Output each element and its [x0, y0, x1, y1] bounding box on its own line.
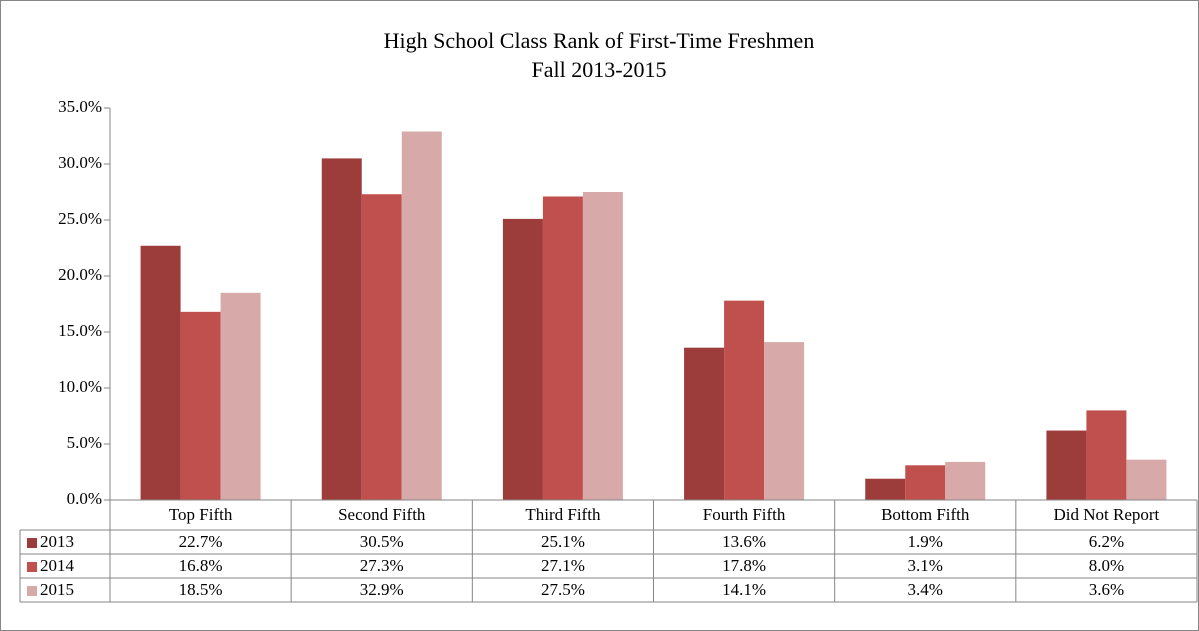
table-cell: 3.4%: [908, 580, 943, 599]
chart-subtitle: Fall 2013-2015: [531, 57, 666, 82]
bar: [140, 245, 181, 500]
bar: [865, 478, 906, 500]
table-cell: 30.5%: [360, 532, 404, 551]
legend-swatch: [27, 538, 37, 548]
x-tick-label: Bottom Fifth: [881, 505, 970, 524]
table-cell: 8.0%: [1089, 556, 1124, 575]
bar: [1126, 459, 1167, 500]
y-tick-label: 10.0%: [58, 377, 102, 396]
legend-label: 2013: [40, 532, 74, 551]
bar: [401, 131, 442, 500]
bar: [684, 347, 725, 500]
table-cell: 3.1%: [908, 556, 943, 575]
x-tick-label: Top Fifth: [169, 505, 233, 524]
x-tick-label: Did Not Report: [1054, 505, 1160, 524]
legend-swatch: [27, 586, 37, 596]
table-cell: 27.1%: [541, 556, 585, 575]
y-tick-label: 0.0%: [67, 489, 102, 508]
bar: [945, 461, 986, 500]
table-cell: 27.3%: [360, 556, 404, 575]
x-tick-label: Third Fifth: [525, 505, 601, 524]
legend-label: 2015: [40, 580, 74, 599]
bar: [321, 158, 362, 500]
y-tick-label: 20.0%: [58, 265, 102, 284]
table-cell: 22.7%: [179, 532, 223, 551]
table-cell: 13.6%: [722, 532, 766, 551]
chart-title: High School Class Rank of First-Time Fre…: [384, 28, 815, 53]
bar: [1086, 410, 1127, 500]
legend-label: 2014: [40, 556, 75, 575]
table-cell: 32.9%: [360, 580, 404, 599]
table-cell: 18.5%: [179, 580, 223, 599]
table-cell: 14.1%: [722, 580, 766, 599]
y-tick-label: 35.0%: [58, 97, 102, 116]
table-cell: 17.8%: [722, 556, 766, 575]
bar: [502, 218, 543, 500]
table-cell: 6.2%: [1089, 532, 1124, 551]
y-tick-label: 25.0%: [58, 209, 102, 228]
legend-swatch: [27, 562, 37, 572]
bar: [905, 465, 946, 500]
bar: [764, 342, 805, 500]
bar: [724, 300, 765, 500]
y-tick-label: 30.0%: [58, 153, 102, 172]
bar: [542, 196, 583, 501]
y-tick-label: 5.0%: [67, 433, 102, 452]
table-cell: 16.8%: [179, 556, 223, 575]
table-cell: 1.9%: [908, 532, 943, 551]
bar: [582, 192, 623, 500]
table-cell: 3.6%: [1089, 580, 1124, 599]
table-cell: 25.1%: [541, 532, 585, 551]
bar: [361, 194, 402, 501]
x-tick-label: Fourth Fifth: [703, 505, 786, 524]
bar: [220, 292, 261, 500]
table-cell: 27.5%: [541, 580, 585, 599]
y-tick-label: 15.0%: [58, 321, 102, 340]
bar: [1046, 430, 1087, 500]
bar: [180, 311, 221, 500]
x-tick-label: Second Fifth: [338, 505, 426, 524]
